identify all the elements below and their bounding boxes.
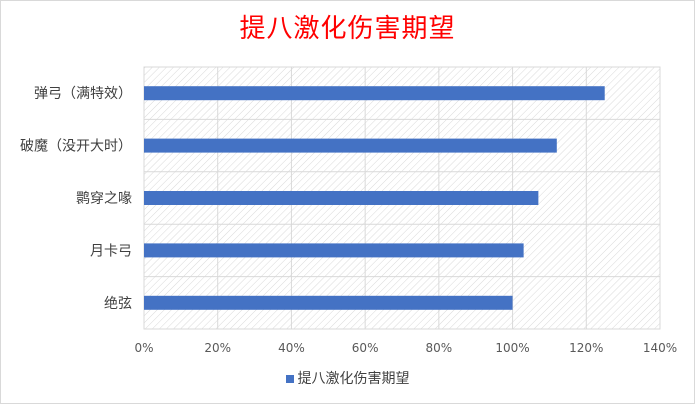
x-tick-label: 100% bbox=[495, 341, 529, 355]
category-label: 鹮穿之喙 bbox=[76, 190, 132, 207]
bar bbox=[144, 138, 557, 153]
x-tick-label: 20% bbox=[204, 341, 231, 355]
x-tick-label: 60% bbox=[352, 341, 379, 355]
x-tick-labels: 0% 20% 40% 60% 80% 100% 120% 140% bbox=[134, 341, 677, 355]
bar bbox=[144, 191, 539, 205]
x-tick-label: 120% bbox=[569, 341, 603, 355]
category-label: 绝弦 bbox=[104, 296, 132, 312]
x-tick-label: 0% bbox=[134, 341, 153, 355]
legend-swatch bbox=[285, 375, 294, 383]
category-label: 月卡弓 bbox=[90, 243, 132, 259]
grid-lines bbox=[143, 67, 661, 329]
legend: 提八激化伤害期望 bbox=[0, 368, 695, 388]
category-label: 破魔（没开大时） bbox=[20, 139, 132, 155]
bar bbox=[144, 295, 513, 310]
chart-title: 提八激化伤害期望 bbox=[239, 14, 456, 44]
bar bbox=[144, 243, 524, 258]
x-tick-label: 80% bbox=[426, 341, 453, 355]
legend-label: 提八激化伤害期望 bbox=[297, 371, 410, 387]
category-label: 弹弓（满特效） bbox=[34, 86, 132, 102]
x-tick-label: 40% bbox=[278, 341, 305, 355]
x-tick-label: 140% bbox=[643, 341, 677, 355]
bar bbox=[144, 86, 605, 101]
bars bbox=[144, 86, 605, 310]
